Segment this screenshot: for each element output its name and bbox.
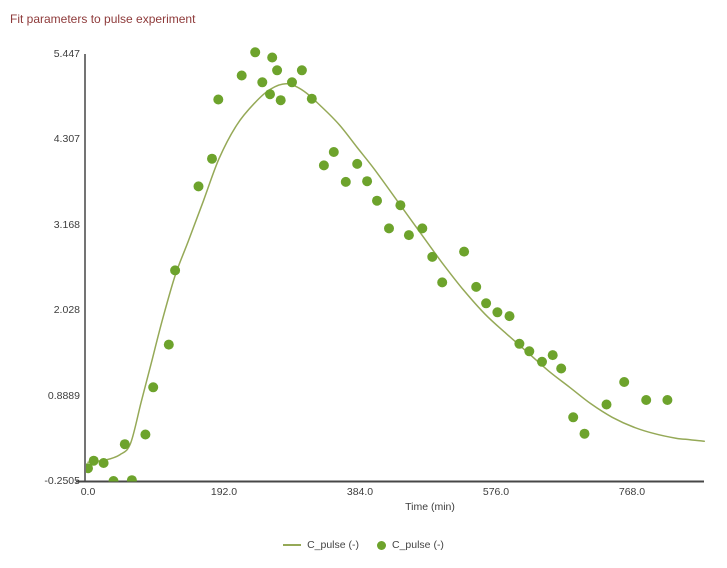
scatter-point <box>459 246 470 257</box>
y-tick-label: 5.447 <box>53 48 80 60</box>
scatter-point <box>662 395 673 405</box>
scatter-point <box>257 77 268 88</box>
scatter-point <box>265 89 275 100</box>
scatter-point <box>471 281 482 292</box>
scatter-point <box>213 94 224 105</box>
scatter-point <box>328 147 339 157</box>
scatter-point <box>267 52 278 63</box>
legend-line-label: C_pulse (-) <box>307 539 359 551</box>
scatter-point <box>126 475 137 482</box>
x-tick-label: 768.0 <box>618 486 646 498</box>
legend-line-swatch-icon <box>283 544 302 546</box>
scatter-point <box>437 277 448 288</box>
scatter-point <box>514 338 525 349</box>
scatter-point <box>427 251 438 262</box>
x-axis-label: Time (min) <box>405 501 455 513</box>
scatter-point <box>579 428 590 439</box>
scatter-point <box>108 476 119 482</box>
curve-line-series <box>87 83 706 463</box>
legend-item-line: C_pulse (-) <box>283 539 359 551</box>
scatter-point <box>306 93 317 104</box>
scatter-series <box>86 47 673 482</box>
scatter-point <box>193 181 204 192</box>
scatter-point <box>417 223 428 234</box>
legend-dot-swatch-icon <box>377 540 386 550</box>
scatter-point <box>287 77 297 88</box>
scatter-point <box>250 47 261 58</box>
scatter-point <box>372 195 382 206</box>
y-tick-label: 3.168 <box>53 218 80 231</box>
x-tick-label: 192.0 <box>210 486 238 498</box>
scatter-point <box>275 95 286 106</box>
scatter-point <box>362 176 373 187</box>
scatter-point <box>481 298 492 309</box>
legend: C_pulse (-) C_pulse (-) <box>0 539 727 551</box>
scatter-point <box>163 339 174 350</box>
y-tick-label: -0.2505 <box>44 475 80 487</box>
scatter-point <box>384 223 394 234</box>
scatter-point <box>537 356 547 367</box>
scatter-point <box>504 311 515 322</box>
scatter-point <box>601 399 612 410</box>
scatter-point <box>547 350 558 361</box>
scatter-point <box>272 65 283 76</box>
scatter-point <box>352 158 363 169</box>
y-tick-label: 4.307 <box>53 133 80 146</box>
legend-dot-label: C_pulse (-) <box>392 539 444 551</box>
y-tick-label: 0.8889 <box>47 389 80 402</box>
scatter-point <box>395 200 406 211</box>
scatter-point <box>492 307 503 318</box>
scatter-point <box>340 176 351 187</box>
scatter-point <box>568 412 579 423</box>
scatter-point <box>619 377 630 387</box>
scatter-point <box>86 463 93 474</box>
legend-item-dot: C_pulse (-) <box>377 539 444 551</box>
scatter-point <box>556 363 567 374</box>
scatter-point <box>236 70 247 81</box>
scatter-point <box>641 395 652 405</box>
scatter-point <box>88 455 99 466</box>
scatter-point <box>98 458 109 468</box>
scatter-point <box>318 160 329 171</box>
chart-title: Fit parameters to pulse experiment <box>10 12 196 26</box>
x-tick-label: 0.0 <box>80 486 96 498</box>
x-tick-label: 576.0 <box>482 486 510 498</box>
scatter-point <box>296 65 307 76</box>
scatter-point <box>170 265 181 276</box>
scatter-point <box>140 429 151 440</box>
scatter-point <box>403 230 414 241</box>
scatter-point <box>119 439 130 450</box>
y-tick-label: 2.028 <box>53 304 80 317</box>
x-tick-label: 384.0 <box>346 486 374 498</box>
scatter-point <box>207 153 217 164</box>
scatter-point <box>524 346 535 357</box>
scatter-point <box>148 382 159 393</box>
